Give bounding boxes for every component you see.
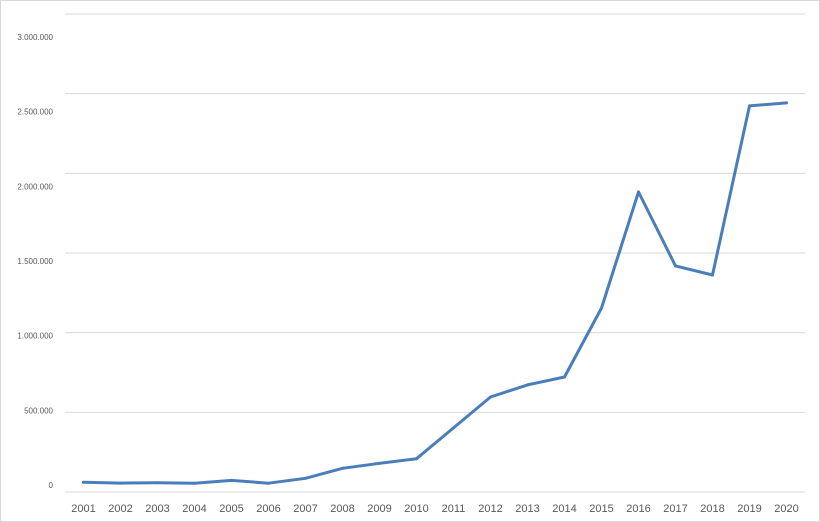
data-point (415, 457, 418, 461)
x-tick-label: 2007 (293, 503, 317, 515)
data-point (748, 104, 751, 108)
data-point (193, 481, 196, 485)
data-point (600, 306, 603, 310)
data-point (674, 264, 677, 268)
y-tick-label: 2.000.000 (17, 182, 53, 191)
x-tick-label: 2017 (663, 503, 687, 515)
data-point (341, 466, 344, 470)
y-tick-label: 1.000.000 (17, 332, 53, 341)
data-point (230, 478, 233, 482)
data-point (267, 481, 270, 485)
x-tick-label: 2009 (367, 503, 391, 515)
x-tick-label: 2005 (219, 503, 243, 515)
data-point (563, 375, 566, 379)
data-point (637, 190, 640, 194)
data-point (304, 476, 307, 480)
x-tick-label: 2006 (256, 503, 280, 515)
data-point (526, 383, 529, 387)
y-tick-label: 3.000.000 (17, 33, 53, 42)
x-tick-label: 2020 (774, 503, 798, 515)
y-tick-label: 500.000 (24, 406, 53, 415)
data-point (785, 101, 788, 105)
x-tick-label: 2018 (700, 503, 724, 515)
x-tick-label: 2002 (108, 503, 132, 515)
series-line (82, 101, 788, 485)
data-point (82, 480, 85, 484)
y-tick-label: 0 (49, 481, 54, 490)
y-tick-label: 1.500.000 (17, 257, 53, 266)
data-point (489, 395, 492, 399)
data-point (378, 461, 381, 465)
x-tick-label: 2014 (552, 503, 576, 515)
x-tick-label: 2012 (478, 503, 502, 515)
data-point (452, 426, 455, 430)
data-point (156, 481, 159, 485)
x-tick-label: 2003 (145, 503, 169, 515)
x-tick-label: 2010 (404, 503, 428, 515)
x-tick-label: 2015 (589, 503, 613, 515)
x-tick-label: 2016 (626, 503, 650, 515)
x-tick-label: 2013 (515, 503, 539, 515)
data-point (711, 273, 714, 277)
data-point (119, 481, 122, 485)
x-tick-label: 2001 (71, 503, 95, 515)
x-tick-label: 2019 (737, 503, 761, 515)
y-tick-label: 2.500.000 (17, 108, 53, 117)
x-tick-label: 2011 (442, 503, 466, 515)
x-tick-label: 2004 (182, 503, 206, 515)
x-tick-label: 2008 (330, 503, 354, 515)
